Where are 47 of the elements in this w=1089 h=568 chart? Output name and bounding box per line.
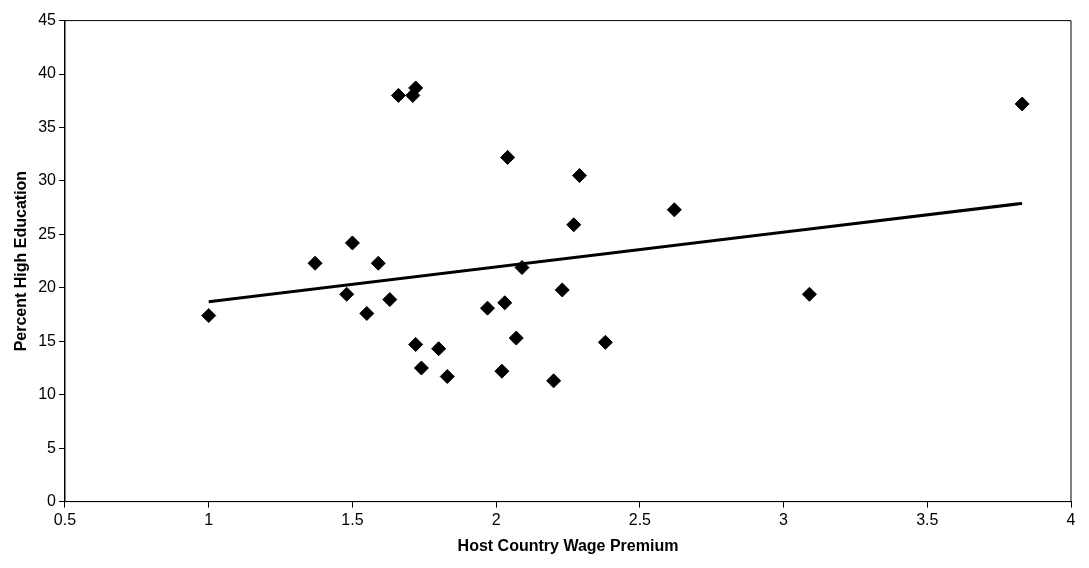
point: [480, 300, 496, 316]
x-axis-title: Host Country Wage Premium: [457, 536, 679, 554]
x-tick-label: 1: [204, 510, 214, 528]
x-tick-label: 4: [1066, 510, 1076, 528]
point: [497, 295, 513, 311]
point: [500, 149, 516, 165]
y-tick-label: 45: [38, 11, 57, 29]
point: [554, 282, 570, 298]
point: [431, 341, 447, 357]
x-tick-label: 0.5: [53, 510, 77, 528]
y-axis-title: Percent High Education: [12, 170, 30, 352]
point: [307, 255, 323, 271]
y-tick-label: 5: [47, 438, 57, 456]
point: [439, 369, 455, 385]
x-tick-label: 1.5: [341, 510, 364, 528]
y-tick-label: 10: [38, 385, 57, 403]
y-tick-label: 25: [38, 224, 57, 242]
point: [801, 286, 817, 302]
point: [359, 305, 375, 321]
point: [408, 80, 424, 96]
y-tick-label: 40: [38, 64, 57, 82]
point: [339, 286, 355, 302]
point: [370, 255, 386, 271]
point: [572, 168, 587, 184]
point: [597, 334, 613, 350]
x-tick-label: 2: [491, 510, 501, 528]
point: [382, 292, 398, 308]
x-tick-label: 2.5: [628, 510, 652, 528]
y-tick-label: 0: [47, 492, 57, 510]
point: [408, 336, 424, 352]
y-tick-label: 15: [38, 331, 57, 349]
point: [413, 360, 429, 376]
y-tick-label: 35: [38, 117, 57, 135]
point: [546, 373, 562, 389]
y-tick-label: 20: [38, 278, 57, 296]
x-tick-label: 3: [779, 510, 789, 528]
x-tick-label: 3.5: [916, 510, 939, 528]
point: [494, 363, 510, 379]
point: [201, 308, 217, 324]
point: [666, 202, 682, 218]
point: [514, 260, 530, 276]
y-tick-label: 30: [38, 171, 57, 189]
point: [508, 330, 524, 346]
point: [1014, 96, 1030, 112]
point: [344, 235, 360, 251]
point: [566, 217, 582, 233]
point: [390, 87, 406, 103]
